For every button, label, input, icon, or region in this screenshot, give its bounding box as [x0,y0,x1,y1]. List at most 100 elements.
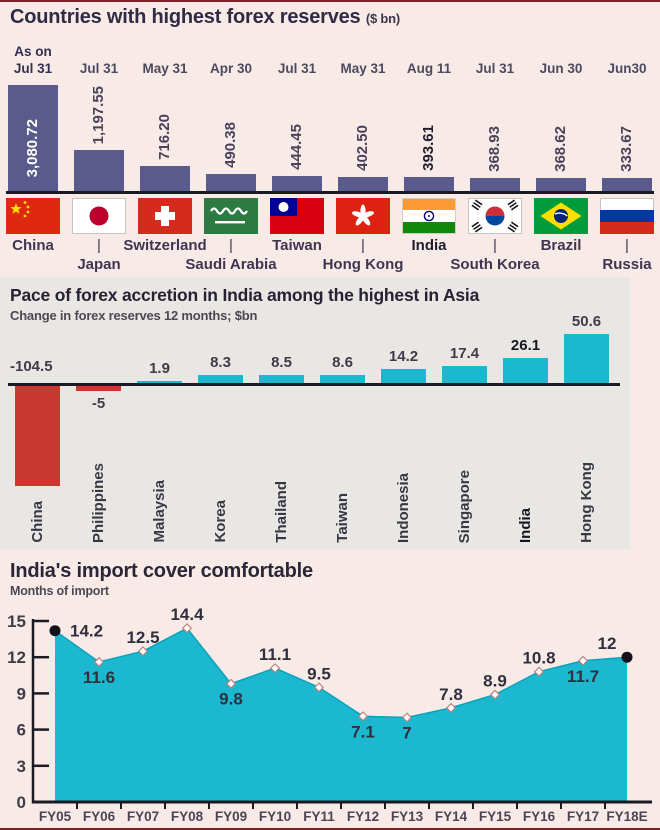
x-tick-label: FY15 [479,809,512,824]
reserve-value-label: 402.50 [354,125,371,171]
country-name-russia: Russia [602,256,652,273]
reserve-date-text: Apr 30 [209,61,253,76]
reserve-value-label: 368.62 [552,126,569,172]
country-name-south-korea: South Korea [450,256,540,273]
country-name-saudi-arabia: Saudi Arabia [185,256,277,273]
accretion-country-hong-kong: Hong Kong [577,462,595,543]
accretion-country-thailand: Thailand [272,481,290,543]
reserve-bar-china [8,85,58,191]
reserve-date-text: Jun 30 [539,61,583,76]
x-tick-label: FY07 [127,809,159,824]
x-tick-label: FY18E [606,809,647,824]
reserve-value-label: 3,080.72 [24,118,41,177]
accretion-value-label: 8.3 [210,354,231,371]
name-connector: | [493,237,497,254]
taiwan-flag [270,198,324,234]
japan-flag [72,198,126,234]
x-tick-label: FY13 [391,809,424,824]
reserve-date-row: As on Jul 31 Jul 31 May 31 Apr 30 Jul 31 May 3… [0,37,660,79]
x-tick-label: FY12 [347,809,379,824]
point-value-label: 7.8 [439,685,463,704]
x-tick-label: FY08 [171,809,204,824]
reserve-date-text: Jul 31 [277,61,317,76]
point-marker [137,646,149,657]
reserve-value-label: 444.45 [288,124,305,170]
bottom-rule [0,828,660,830]
y-tick-label: 6 [17,721,26,740]
hong-kong-flag [336,198,390,234]
accretion-value-label: 8.6 [332,354,353,371]
accretion-bar-singapore [442,366,487,383]
reserve-date-label: Jul 31 [66,37,132,77]
panel1-title: Countries with highest forex reserves ($… [10,6,400,29]
accretion-value-label: 14.2 [388,348,419,365]
japan-flag [72,198,126,234]
accretion-bar-taiwan [320,375,365,383]
accretion-country-taiwan: Taiwan [333,493,351,543]
india-flag [402,198,456,234]
point-marker [313,682,325,693]
accretion-bar-china [15,386,60,486]
reserve-bar-area: 3,080.72 1,197.55 716.20 490.38 444.45 402.50… [0,85,660,191]
reserve-date-label: Jul 31 [264,37,330,77]
china-flag [6,198,60,234]
accretion-axis-line [8,383,620,386]
reserve-date-label: May 31 [132,37,198,77]
saudi-arabia-flag [204,198,258,234]
accretion-bar-korea [198,375,243,383]
reserve-bar-column: 402.50 [330,85,396,191]
accretion-value-label: -5 [91,395,106,412]
country-name-brazil: Brazil [540,237,582,254]
reserve-value-label: 716.20 [156,114,173,160]
reserve-date-label: Jul 31 [462,37,528,77]
point-marker [181,623,193,634]
south-korea-flag [468,198,522,234]
reserve-bar-column: 333.67 [594,85,660,191]
country-name-taiwan: Taiwan [272,237,322,254]
y-axis [31,619,49,804]
endpoint-marker [49,625,61,637]
point-value-label: 14.2 [70,622,103,641]
point-value-label: 8.9 [483,672,507,691]
point-value-label: 9.5 [307,664,331,683]
reserve-date-text: Aug 11 [406,61,452,76]
reserve-date-text: Jul 31 [79,61,119,76]
reserve-bar-column: 368.62 [528,85,594,191]
reserve-date-label: Jun30 [594,37,660,77]
country-name-switzerland: Switzerland [123,237,207,254]
reserve-date-text: May 31 [340,61,386,76]
taiwan-flag [270,198,324,234]
point-marker [269,663,281,674]
reserve-bar-column: 1,197.55 [66,85,132,191]
reserve-bar-russia [602,178,652,191]
point-value-label: 11.1 [259,645,291,664]
reserve-bar-taiwan [272,176,322,191]
reserve-value-label: 393.61 [420,125,437,171]
x-tick-label: FY05 [39,809,72,824]
accretion-value-label: 17.4 [449,345,480,362]
accretion-value-label: 1.9 [149,360,170,377]
reserve-date-text: Jun30 [607,61,647,76]
x-tick-label: FY17 [567,809,599,824]
accretion-bar-india [503,358,548,383]
accretion-country-china: China [28,501,46,543]
switzerland-flag [138,198,192,234]
point-value-label: 11.7 [567,667,599,686]
accretion-bar-malaysia [137,381,182,383]
forex-accretion-panel: Pace of forex accretion in India among t… [0,277,630,549]
point-marker [357,711,369,722]
reserve-bar-column: 444.45 [264,85,330,191]
reserve-date-label: Jun 30 [528,37,594,77]
y-tick-label: 12 [7,648,26,667]
top-rule [0,0,660,2]
accretion-country-singapore: Singapore [455,469,473,543]
reserve-bar-switzerland [140,166,190,191]
point-marker [445,702,457,713]
point-value-label: 10.8 [522,649,555,668]
forex-reserves-panel: Countries with highest forex reserves ($… [0,0,660,275]
accretion-value-label: 50.6 [571,313,602,330]
import-cover-panel: India's import cover comfortable Months … [0,555,660,830]
name-connector: | [97,237,101,254]
accretion-value-label: -104.5 [10,358,53,375]
accretion-country-indonesia: Indonesia [394,472,412,543]
